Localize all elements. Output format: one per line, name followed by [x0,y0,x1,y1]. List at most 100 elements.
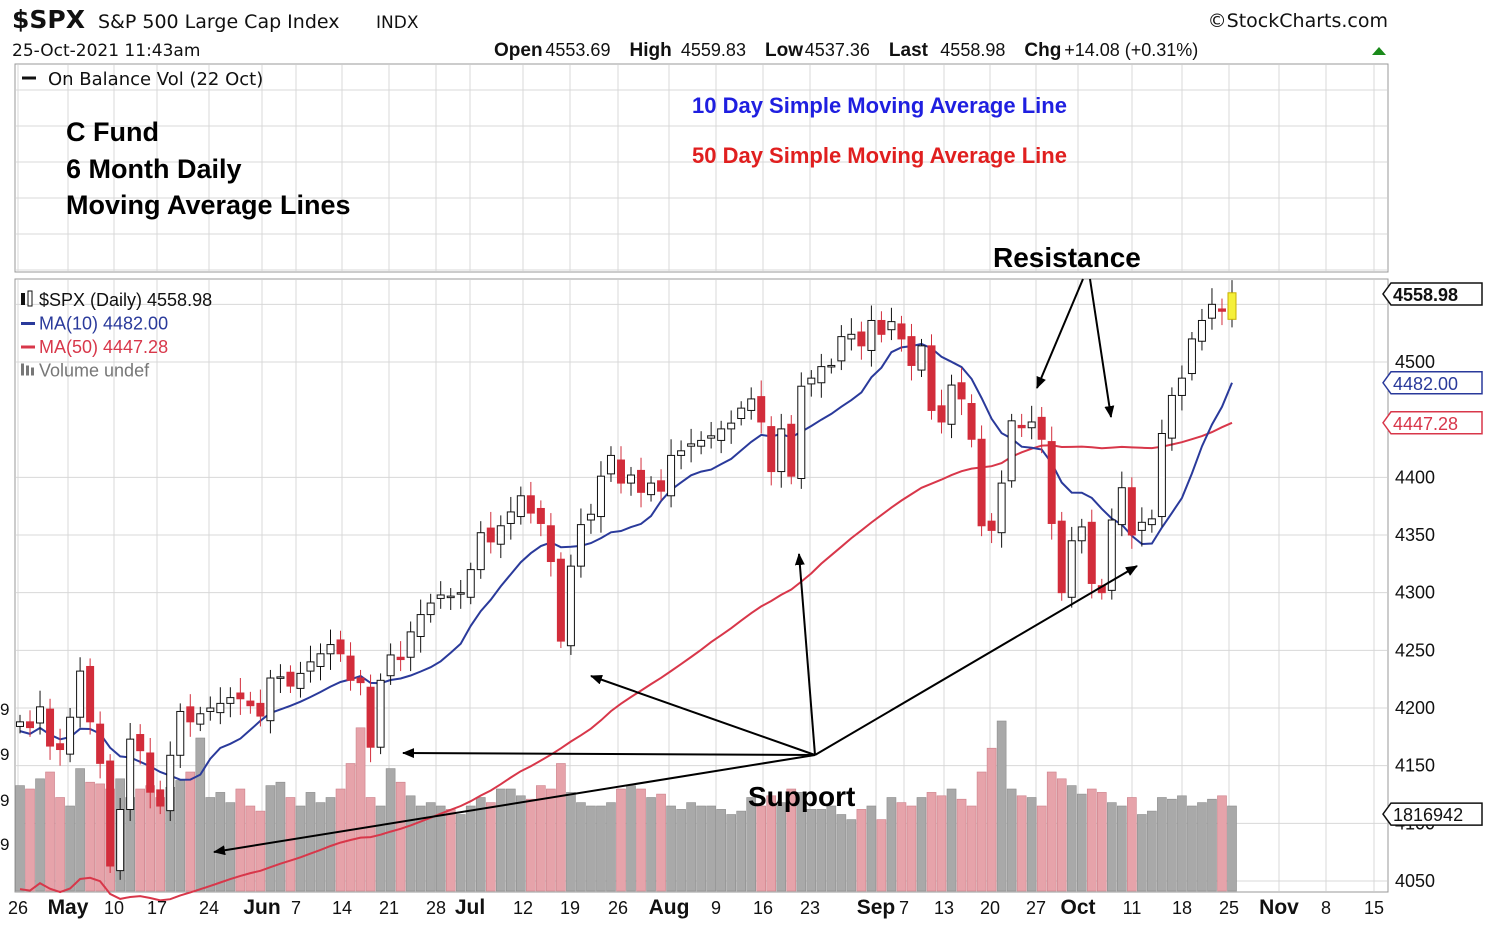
candle-body [847,333,856,340]
quote-value: 4558.98 [940,40,1005,60]
x-tick-label: 7 [899,898,909,918]
x-tick-label: 16 [753,898,773,918]
candle-body [26,721,35,729]
candle-body [1107,519,1116,591]
y-axis-tags: 4558.98 4482.00 4447.28 1816942 [1382,282,1483,826]
volume-bar [736,810,746,892]
candle-body [737,407,746,420]
candle-body [977,438,986,527]
candle-body [857,331,866,347]
candle-body [116,808,125,872]
x-tick-label: May [48,896,89,919]
candle-body [296,672,305,689]
volume-bar [15,785,25,892]
candle-legend-icon [21,293,25,305]
title-line-1: C Fund [66,117,159,147]
candle-body [1157,433,1166,518]
volume-bar [576,802,586,892]
volume-bar [926,792,937,892]
volume-bar [846,819,857,892]
obv-legend: On Balance Vol (22 Oct) [48,69,263,90]
volume-bar [75,768,85,892]
candle-body [1167,394,1176,439]
candle-body [637,469,646,493]
volume-bar [1066,785,1077,892]
resistance-arrow-right [1089,278,1115,418]
candle-body [546,525,555,563]
volume-bar [135,788,145,892]
candle-body [586,513,595,521]
volume-bar [726,814,736,892]
volume-bar [776,802,787,892]
candle-body [997,482,1006,534]
price-legend-label: MA(50) 4447.28 [39,337,168,357]
candle-body [186,706,195,723]
volume-bar [1177,795,1187,892]
volume-bar [1076,793,1087,892]
volume-bar [275,781,286,892]
candle-body [346,655,355,681]
volume-bar [355,727,366,892]
title-line-2: 6 Month Daily [66,154,242,184]
candle-body [787,423,796,477]
volume-bar [616,788,626,892]
support-arrow-4 [402,748,816,759]
volume-bar [806,809,817,892]
volume-bar [395,781,406,892]
candle-body [937,405,946,423]
volume-bar [866,805,877,892]
volume-bar [445,809,456,892]
candle-body [1047,441,1056,524]
candle-body [987,520,996,531]
volume-bar [1117,805,1127,892]
y-tick-label: 4200 [1395,698,1435,718]
candle-body [66,716,75,755]
resistance-label: Resistance [993,242,1141,273]
candle-body [1177,377,1186,396]
datetime: 25-Oct-2021 11:43am [12,41,200,61]
volume-bar [25,788,35,892]
volume-bar [686,802,696,892]
volume-bar [696,805,706,892]
volume-bar [1137,814,1147,892]
volume-bar [1157,797,1167,892]
index-name: S&P 500 Large Cap Index [98,11,340,33]
volume-bar [1026,797,1037,892]
volume-bar [786,788,797,892]
candles [16,280,1237,880]
candle-body [687,443,696,447]
volume-bar [1096,792,1107,892]
volume-bar [205,797,216,892]
candle-body [1057,520,1066,594]
candle-body [817,366,826,384]
volume-bar [1006,788,1017,892]
title-line-3: Moving Average Lines [66,190,351,220]
candle-body [1117,487,1126,526]
y-tag-label: 1816942 [1393,805,1463,825]
symbol: $SPX [12,5,85,34]
x-tick-label: Jun [243,896,280,919]
volume-bar [656,793,666,892]
ma10-line [19,342,1233,781]
candle-body [456,592,465,595]
candle-body [1197,319,1206,342]
candle-body [707,435,716,439]
volume-bar [495,788,506,892]
volume-bar [1086,788,1097,892]
volume-bar [1207,798,1217,892]
candle-body [837,336,846,362]
volume-bar [55,797,65,892]
candle-body [1087,521,1096,584]
x-tick-label: 23 [800,898,820,918]
obv-panel: On Balance Vol (22 Oct) C Fund 6 Month D… [14,63,1389,273]
quote-label: High [630,40,672,61]
volume-bar [796,792,807,892]
volume-bar [716,809,726,892]
volume-bar [766,795,777,892]
y-tick-label: 4150 [1395,756,1435,776]
support-arrow-1 [590,674,816,756]
volume-bar [606,802,616,892]
y-tag-label: 4482.00 [1393,374,1458,394]
x-tick-label: 24 [199,898,219,918]
volume-bar [95,783,105,892]
